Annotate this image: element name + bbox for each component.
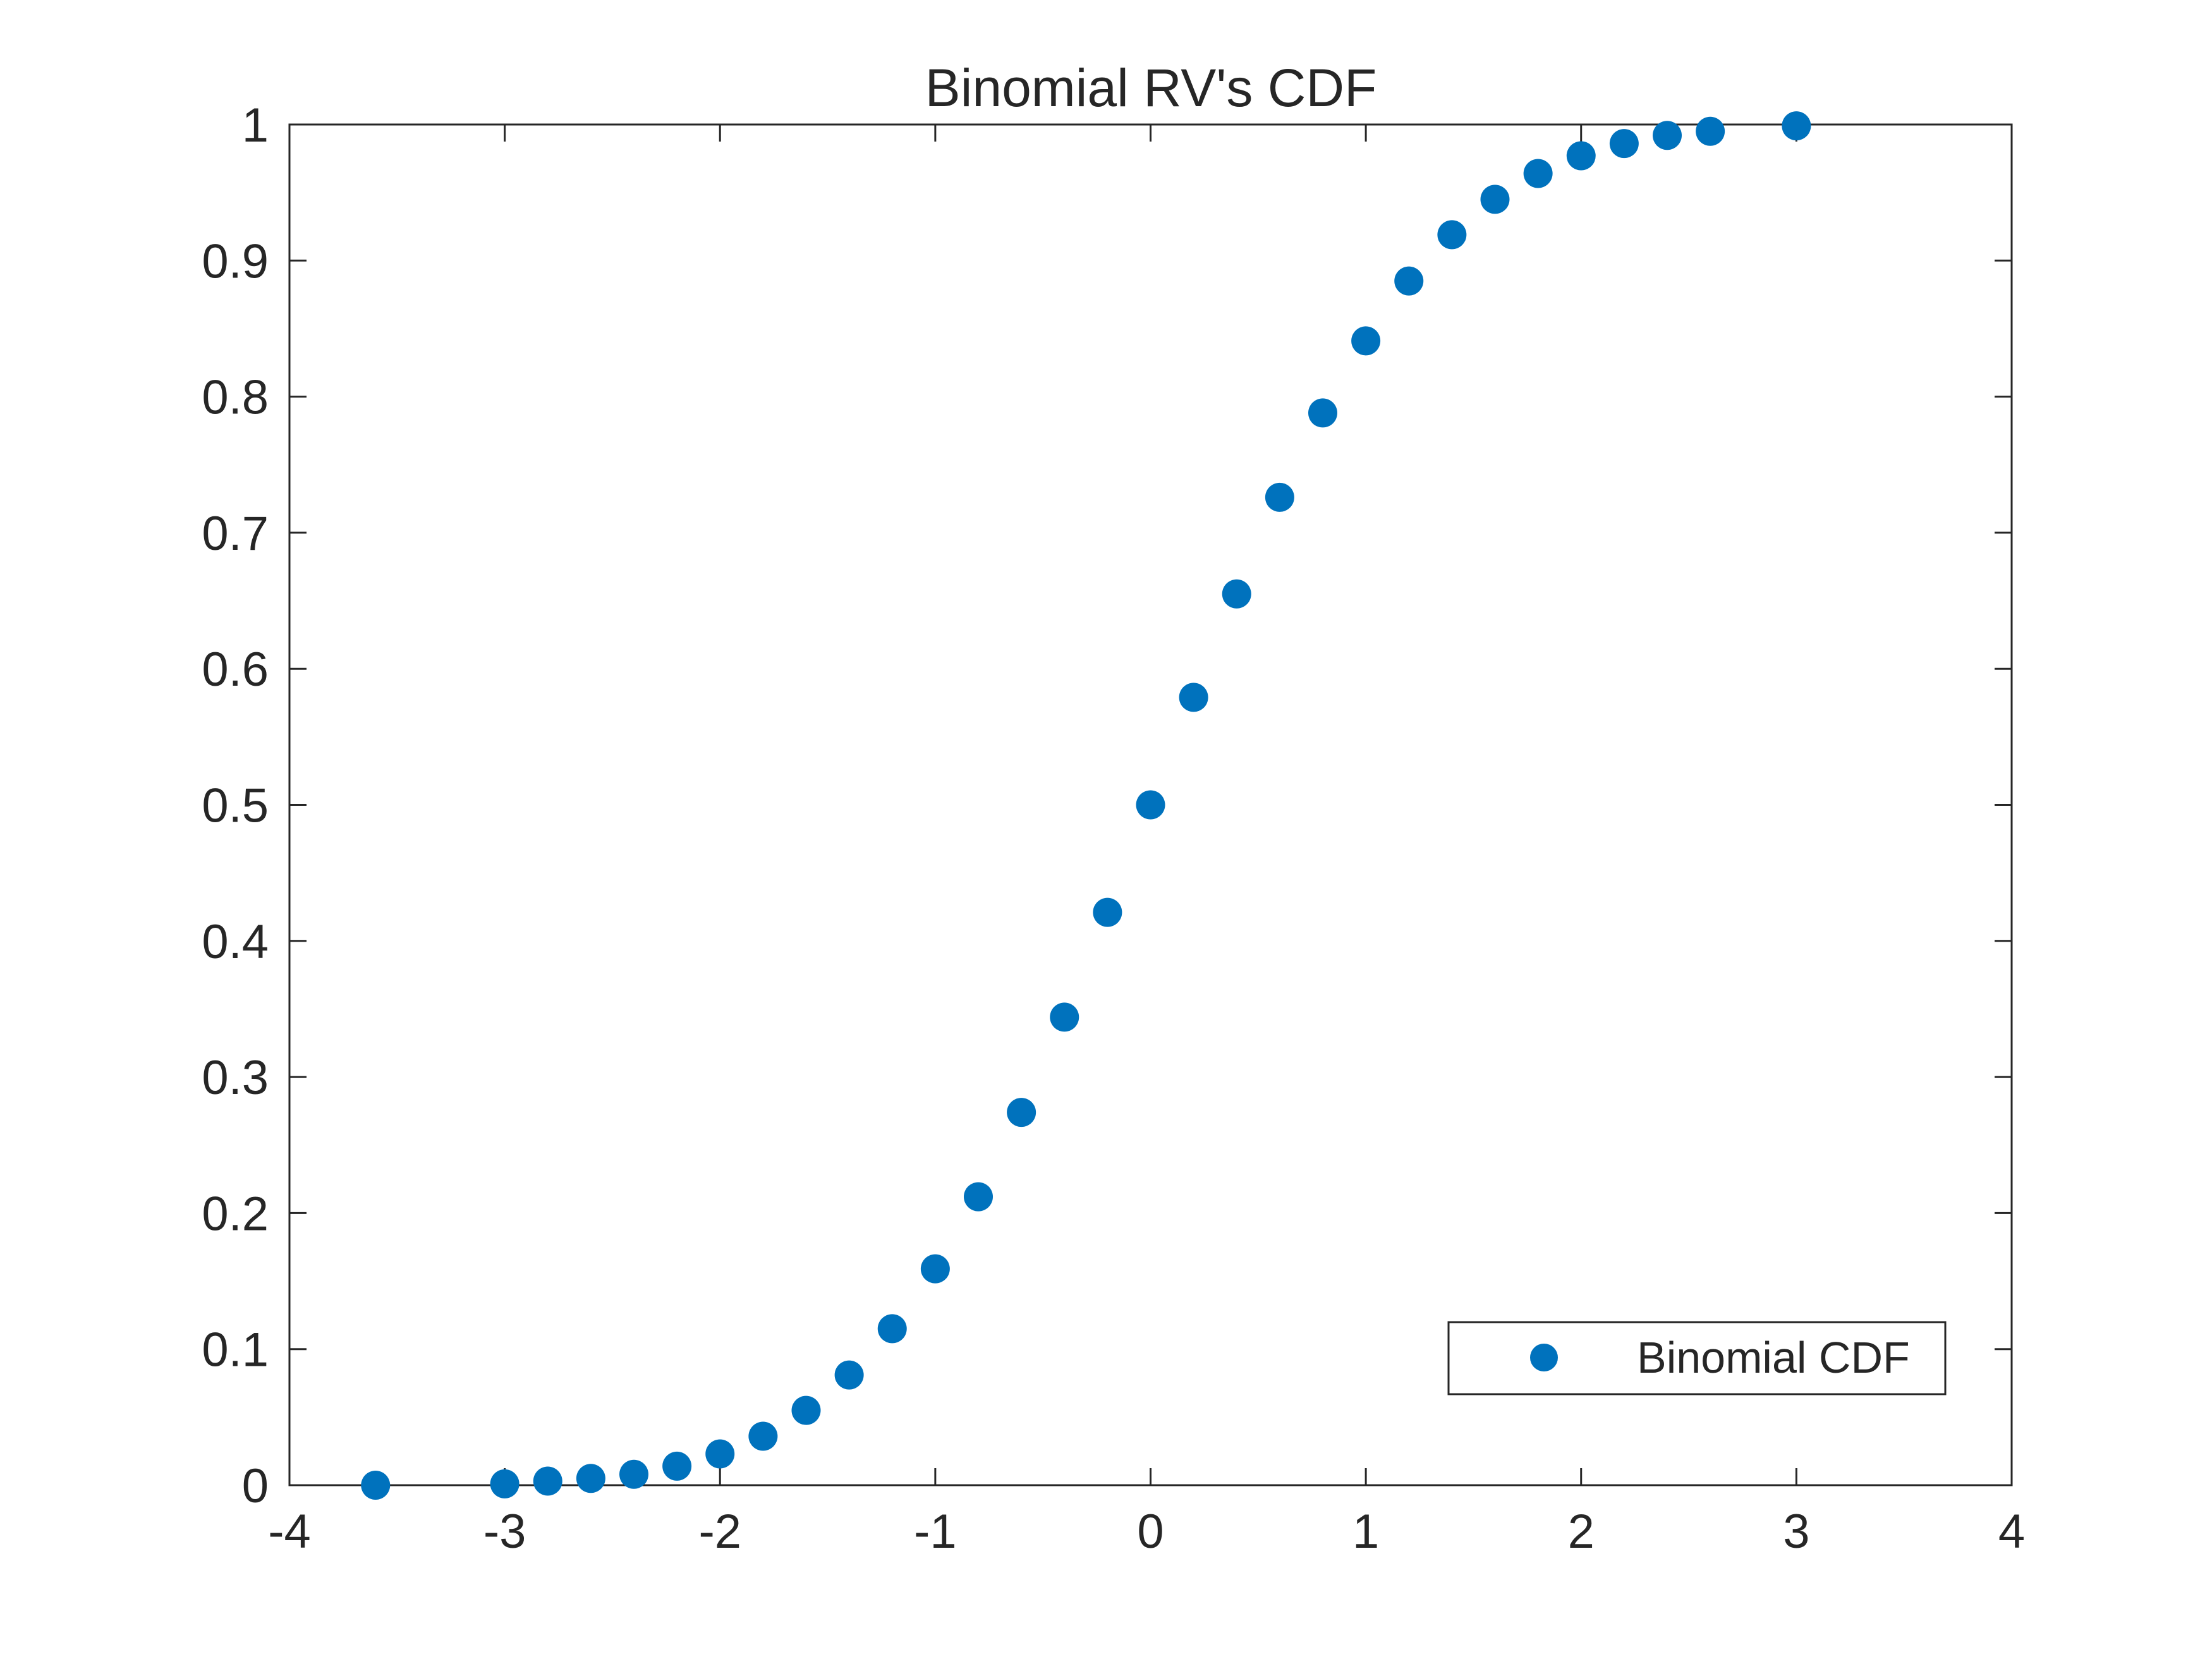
- x-tick-label: 3: [1783, 1505, 1809, 1559]
- y-tick-label: 0.8: [202, 371, 269, 425]
- x-tick-label: 4: [1998, 1505, 2025, 1559]
- data-point: [1093, 897, 1122, 927]
- data-point: [576, 1464, 605, 1493]
- y-tick-label: 0.1: [202, 1323, 269, 1377]
- data-point: [1351, 326, 1381, 356]
- data-point: [877, 1314, 907, 1344]
- x-tick-label: 2: [1568, 1505, 1595, 1559]
- x-tick-label: -1: [914, 1505, 957, 1559]
- data-point: [1050, 1002, 1079, 1032]
- data-point: [748, 1421, 778, 1451]
- x-tick-label: 1: [1352, 1505, 1379, 1559]
- x-tick-label: 0: [1137, 1505, 1164, 1559]
- data-point: [533, 1466, 562, 1496]
- y-tick-label: 0.2: [202, 1187, 269, 1241]
- data-point: [1437, 220, 1467, 250]
- plot-area: -4 -3 -2 -1 0 1 2 3 4 0 0.1 0.2 0.3 0.4 0.5 0.6 0.7 0.8 0.…: [202, 99, 2025, 1559]
- data-point: [1566, 141, 1596, 171]
- data-point: [964, 1182, 993, 1212]
- y-tick-label: 0.9: [202, 234, 269, 288]
- data-point: [1480, 185, 1510, 214]
- y-tick-label: 0: [242, 1459, 269, 1513]
- legend-label: Binomial CDF: [1637, 1333, 1910, 1382]
- chart-title: Binomial RV's CDF: [925, 58, 1377, 118]
- data-point: [1179, 683, 1208, 712]
- data-point: [705, 1439, 735, 1469]
- x-tick-label: -3: [483, 1505, 526, 1559]
- y-tick-label: 0.4: [202, 915, 269, 969]
- data-point: [1007, 1098, 1036, 1127]
- y-tick-label: 0.3: [202, 1051, 269, 1105]
- data-point: [1782, 111, 1811, 141]
- data-point: [1653, 121, 1682, 150]
- data-point: [834, 1360, 864, 1390]
- legend: Binomial CDF: [1447, 1321, 1947, 1395]
- x-tick-label: -2: [698, 1505, 741, 1559]
- data-point: [1222, 579, 1251, 609]
- data-point: [920, 1254, 950, 1284]
- y-tick-label: 1: [242, 99, 269, 152]
- y-tick-label: 0.6: [202, 643, 269, 696]
- y-tick-label: 0.5: [202, 779, 269, 833]
- y-tick-label: 0.7: [202, 507, 269, 561]
- x-tick-label: -4: [268, 1505, 311, 1559]
- data-point: [361, 1471, 391, 1500]
- data-point: [1265, 482, 1294, 512]
- data-point: [1523, 159, 1553, 188]
- data-point: [791, 1395, 821, 1425]
- data-point: [1136, 790, 1165, 820]
- legend-marker: [1530, 1344, 1558, 1371]
- data-point: [1696, 116, 1725, 146]
- data-point: [1308, 398, 1337, 428]
- data-point: [662, 1451, 692, 1481]
- data-point: [490, 1469, 520, 1498]
- data-point: [619, 1459, 648, 1489]
- data-point: [1609, 129, 1639, 159]
- data-point: [1394, 266, 1424, 296]
